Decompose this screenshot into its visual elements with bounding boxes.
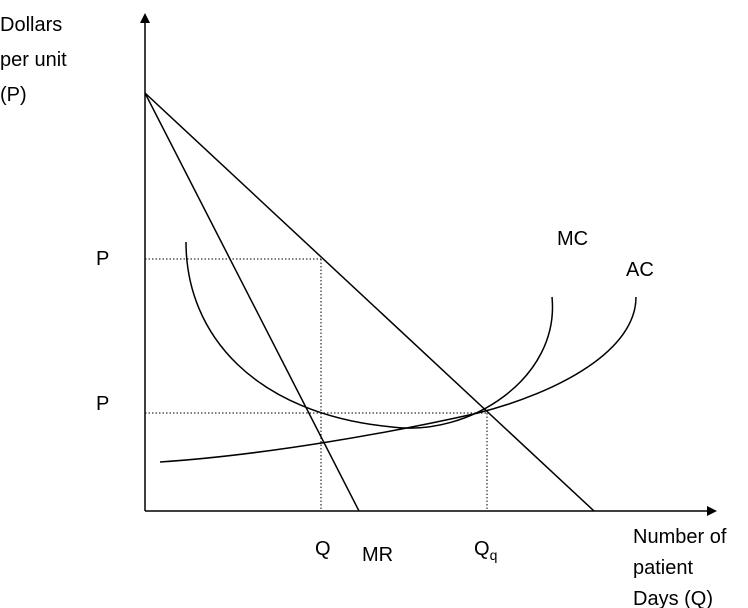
ac-label: AC	[626, 259, 654, 281]
qq-main: Q	[474, 538, 490, 560]
lower-price-label: P	[96, 393, 109, 415]
mc-label: MC	[557, 228, 588, 250]
y-axis-label-line-2: per unit	[0, 49, 67, 71]
ac-curve	[159, 296, 637, 463]
x-axis-label-line-2: patient	[633, 557, 693, 579]
x-axis-label-line-3: Days (Q)	[633, 588, 713, 608]
mc-curve	[185, 241, 554, 429]
qq-subscript: q	[490, 547, 498, 563]
y-axis-label-line-3: (P)	[0, 84, 27, 106]
demand-curve	[144, 92, 595, 512]
q-label: Q	[315, 538, 331, 560]
mr-curve	[144, 92, 360, 512]
upper-price-label: P	[96, 248, 109, 270]
y-axis-label-line-1: Dollars	[0, 14, 62, 36]
qq-label: Qq	[474, 538, 497, 563]
x-axis-label-line-1: Number of	[633, 526, 727, 548]
mr-label: MR	[362, 544, 393, 566]
